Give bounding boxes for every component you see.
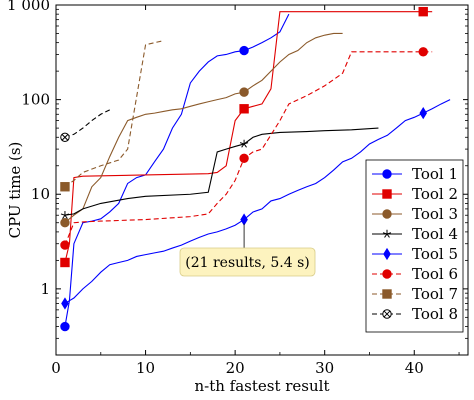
legend-marker-tool-5 [383, 247, 391, 261]
legend-marker-tool-3 [382, 209, 392, 219]
legend-entry-tool-1: Tool 1 [372, 165, 458, 183]
y-tick-label: 100 [21, 91, 50, 109]
legend-box [365, 159, 464, 333]
series-point-tool-1 [60, 321, 70, 332]
series-point-tool-4-arm [60, 213, 66, 216]
y-tick-label: 1 [40, 280, 50, 298]
x-tick-label: 40 [405, 359, 424, 377]
series-line-tool-1 [64, 13, 290, 327]
y-tick-label: 10 [31, 185, 50, 203]
legend-entry-tool-8: Tool 8 [372, 305, 458, 323]
series-layer [60, 6, 451, 332]
series-tool-1 [60, 13, 290, 332]
annotation-text: (21 results, 5.4 s) [185, 255, 309, 271]
legend-entry-tool-4: Tool 4 [372, 225, 458, 243]
legend-entry-tool-3: Tool 3 [372, 205, 458, 223]
series-point-tool-4-arm [64, 214, 68, 219]
plot-frame [55, 4, 469, 356]
x-tick-label: 10 [136, 359, 155, 377]
legend-label-tool-6: Tool 6 [412, 265, 458, 283]
series-line-tool-7 [64, 40, 164, 188]
legend-marker-tool-4-arm [384, 233, 388, 238]
series-point-tool-4-arm [243, 143, 247, 148]
series-tool-6 [60, 47, 433, 250]
legend-label-tool-2: Tool 2 [412, 185, 458, 203]
legend-entry-tool-5: Tool 5 [372, 245, 458, 263]
series-point-tool-4-arm [62, 214, 66, 219]
legend-marker-tool-1 [382, 169, 392, 179]
series-point-tool-1 [239, 45, 249, 56]
axes-layer: 0 10 20 30 40 1 10 100 1 000 [7, 0, 469, 377]
series-point-tool-4 [60, 211, 70, 219]
legend-label-tool-3: Tool 3 [412, 205, 458, 223]
legend-label-tool-7: Tool 7 [412, 285, 458, 303]
series-tool-8 [60, 109, 110, 142]
legend-marker-tool-4-arm [386, 233, 390, 238]
series-line-tool-3 [64, 32, 343, 224]
legend-label-tool-1: Tool 1 [412, 165, 458, 183]
series-line-tool-6 [64, 51, 433, 246]
series-point-tool-5 [419, 106, 428, 120]
legend-label-tool-8: Tool 8 [412, 305, 458, 323]
x-tick-label: 20 [226, 359, 245, 377]
annotation-layer: (21 results, 5.4 s) [179, 223, 316, 277]
legend-marker-tool-4-arm [382, 232, 388, 235]
series-point-tool-3 [239, 87, 249, 97]
series-line-tool-5 [64, 99, 451, 304]
y-axis-title: CPU time (s) [6, 142, 24, 239]
x-tick-label: 0 [51, 359, 61, 377]
series-point-tool-8-cross-b [61, 133, 69, 141]
legend-marker-tool-6 [382, 269, 392, 279]
series-line-tool-8 [64, 109, 110, 138]
series-point-tool-4-arm [243, 142, 249, 145]
legend-label-tool-5: Tool 5 [412, 245, 458, 263]
series-line-tool-4 [64, 127, 379, 216]
legend-marker-tool-8 [382, 309, 392, 319]
legend-entry-tool-2: Tool 2 [372, 185, 458, 203]
y-tick-label: 1 000 [7, 0, 50, 14]
series-point-tool-4-arm [64, 213, 70, 216]
series-point-tool-2 [60, 257, 70, 268]
legend-entry-tool-7: Tool 7 [372, 285, 458, 303]
series-point-tool-3 [60, 218, 70, 228]
series-point-tool-5 [61, 297, 69, 310]
legend-marker-tool-7 [382, 289, 392, 299]
series-point-tool-7 [60, 182, 70, 192]
series-point-tool-6 [239, 153, 249, 163]
series-point-tool-6 [60, 240, 70, 250]
series-point-tool-4-arm [239, 142, 245, 145]
legend-marker-tool-8-cross-b [383, 310, 391, 318]
legend-marker-tool-4 [382, 229, 392, 238]
legend-label-tool-4: Tool 4 [412, 225, 458, 243]
series-tool-5 [61, 99, 451, 310]
legend-layer: Tool 1 Tool 2 Tool 3 Tool 4 Tool 5 Tool 6 Tool… [365, 159, 464, 333]
series-point-tool-4-arm [241, 143, 245, 148]
series-tool-4 [60, 127, 379, 219]
x-axis-title: n-th fastest result [194, 377, 329, 395]
annotation-box [179, 247, 316, 277]
series-tool-7 [60, 40, 164, 192]
legend-marker-tool-2 [382, 189, 392, 199]
series-tool-3 [60, 32, 343, 228]
x-tick-label: 30 [315, 359, 334, 377]
series-point-tool-4 [239, 139, 249, 148]
series-point-tool-2 [239, 104, 249, 114]
series-point-tool-6 [418, 47, 428, 57]
legend-marker-tool-4-arm [386, 232, 392, 235]
legend-entry-tool-6: Tool 6 [372, 265, 458, 283]
series-tool-2 [60, 6, 433, 268]
series-point-tool-8 [60, 132, 70, 142]
series-point-tool-2 [418, 6, 428, 17]
